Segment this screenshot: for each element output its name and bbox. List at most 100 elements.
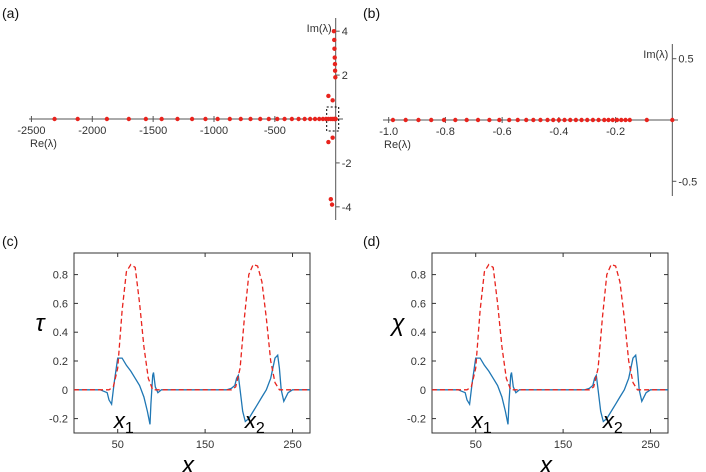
x-tick-label: -500 [264,125,286,137]
eigenvalue-point [602,117,607,123]
eigenvalue-point [585,117,590,123]
panel-b-eigenvalue-zoom: -1.0 -0.8 -0.6 -0.4 -0.2 0.5 -0.5 Im(λ) Re(λ) [379,44,697,196]
x-tick-label: 250 [641,439,659,451]
eigenvalue-point [282,116,287,122]
eigenvalue-point [644,117,649,123]
eigenvalue-point [670,117,675,123]
y-tick-label: 0 [62,385,68,397]
eigenvalue-point [573,117,579,123]
y-tick-label: 0.8 [53,270,68,282]
y-axis-label: τ [36,310,47,337]
eigenvalue-point [453,117,458,123]
y-tick-label: -2 [342,158,352,170]
x-tick-label: -0.8 [436,126,455,138]
eigenvalue-point [332,55,337,60]
eigenvalue-point [556,117,562,123]
eigenvalue-point [275,116,280,122]
y-tick-label: -0.5 [678,176,697,188]
y-tick-label: -4 [342,202,352,214]
x-tick-label: -0.6 [493,126,512,138]
eigenvalue-point [332,61,338,67]
eigenvalue-point [329,202,335,207]
eigenvalue-point [296,116,301,122]
y-tick-label: 0.5 [678,54,693,66]
eigenvalue-point [619,117,624,123]
eigenvalue-point [429,117,434,123]
x-tick-label: -0.4 [549,126,568,138]
eigenvalue-point [538,117,543,123]
eigenvalue-point [403,117,408,123]
eigenvalue-point [475,117,481,123]
x-tick-label: -2000 [78,125,106,137]
eigenvalue-point [333,116,338,122]
eigenvalue-point [326,139,331,145]
eigenvalue-point [590,117,596,123]
x-tick-label: 150 [196,439,214,451]
eigenvalue-point [175,116,180,122]
eigenvalue-point [258,116,263,122]
dashed-series-line [432,263,668,391]
eigenvalue-point [227,116,233,122]
annotation-label: x1 [471,408,492,437]
eigenvalue-point [238,116,243,122]
eigenvalue-point [203,116,208,122]
x-tick-label: -1000 [200,125,228,137]
x-tick-label: -1.0 [379,126,398,138]
eigenvalue-point [328,196,334,202]
y-tick-label: 0.4 [411,327,426,339]
eigenvalue-point [320,116,326,122]
y-axis-label: χ [389,310,405,337]
eigenvalue-point [143,116,149,122]
annotation-subscript: 1 [483,420,492,437]
eigenvalue-point [289,116,295,122]
eigenvalue-point [331,28,337,34]
x-axis-label: Re(λ) [384,139,411,151]
eigenvalue-point [317,116,322,122]
annotation-label: x1 [113,408,134,437]
eigenvalue-point [104,116,110,122]
eigenvalue-point [248,116,253,122]
x-tick-label: 150 [554,439,572,451]
x-tick-label: 50 [470,439,482,451]
annotation-base: x [471,408,484,433]
annotation-base: x [602,408,615,433]
y-tick-label: 0.2 [53,356,68,368]
x-tick-label: -2500 [17,125,45,137]
y-tick-label: -0.2 [407,414,426,426]
eigenvalue-point [487,117,492,123]
eigenvalue-point [579,117,584,123]
y-tick-label: 2 [342,70,348,82]
eigenvalue-point [606,117,611,123]
panel-a-label: (a) [2,5,19,21]
panel-a-eigenvalue-plot: -2500 -2000 -1500 -1000 -500 4 2 -2 -4 Im(λ) Re(λ) [17,18,351,220]
eigenvalue-point [464,117,469,123]
eigenvalue-point [126,116,131,122]
y-axis-label: Im(λ) [307,23,332,35]
panel-b-label: (b) [363,5,380,21]
eigenvalue-point [326,93,331,99]
eigenvalue-point [159,116,164,122]
eigenvalue-point [52,116,57,122]
eigenvalue-point [390,117,396,123]
eigenvalue-point [524,117,529,123]
eigenvalue-point [312,116,318,122]
x-tick-label: -0.2 [606,126,625,138]
x-axis-label: Re(λ) [30,138,57,150]
annotation-base: x [244,408,257,433]
x-tick-label: 250 [283,439,301,451]
x-axis-label: x [181,452,195,472]
eigenvalue-point [266,116,271,122]
eigenvalue-point [568,117,573,123]
plot-frame [431,252,669,434]
eigenvalue-point [302,116,307,122]
panel-d-label: (d) [363,233,380,249]
y-tick-label: 0.6 [53,298,68,310]
eigenvalue-point [545,117,550,123]
eigenvalue-point [441,117,447,123]
eigenvalue-point [550,117,556,123]
annotation-subscript: 2 [614,420,623,437]
eigenvalue-point [332,37,337,43]
y-tick-label: 4 [342,26,348,38]
